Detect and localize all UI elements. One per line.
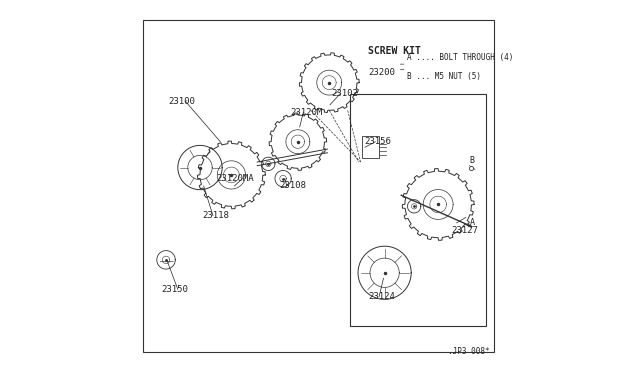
Text: 23150: 23150 <box>161 285 188 294</box>
Text: SCREW KIT: SCREW KIT <box>368 46 421 56</box>
Text: B: B <box>470 155 474 165</box>
Text: 23124: 23124 <box>368 292 395 301</box>
Text: 23108: 23108 <box>280 182 307 190</box>
Text: 23102: 23102 <box>331 89 358 98</box>
Text: B ... M5 NUT (5): B ... M5 NUT (5) <box>407 72 481 81</box>
FancyBboxPatch shape <box>349 94 486 326</box>
Text: 23200: 23200 <box>368 68 395 77</box>
Text: A: A <box>470 218 474 227</box>
FancyBboxPatch shape <box>362 136 380 158</box>
Text: 23156: 23156 <box>364 137 391 146</box>
Text: 23127: 23127 <box>451 226 478 235</box>
Text: A .... BOLT THROUGH (4): A .... BOLT THROUGH (4) <box>407 53 513 62</box>
Text: 23118: 23118 <box>202 211 228 220</box>
FancyBboxPatch shape <box>143 20 493 352</box>
Text: 23100: 23100 <box>168 97 195 106</box>
Text: .JP3 008*: .JP3 008* <box>448 347 490 356</box>
Text: 23120M: 23120M <box>291 108 323 117</box>
Text: 23120MA: 23120MA <box>216 174 254 183</box>
